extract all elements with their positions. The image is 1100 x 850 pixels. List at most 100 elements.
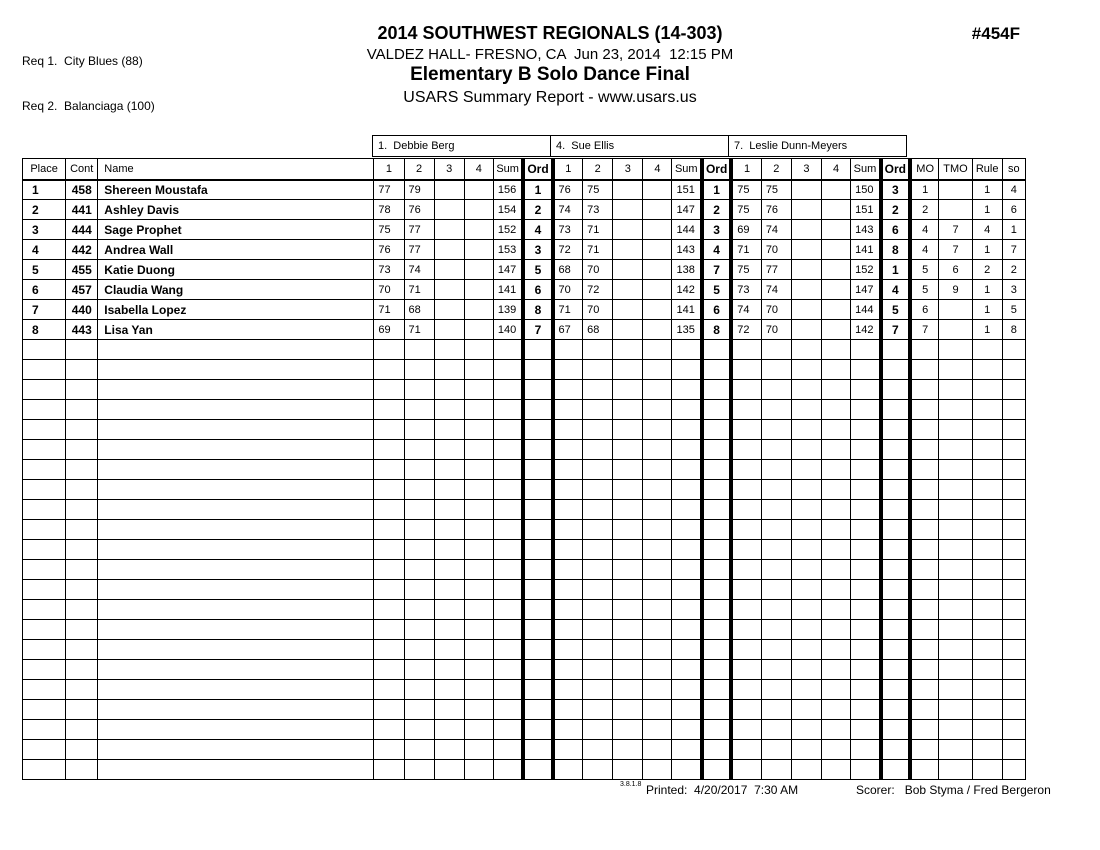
cell-empty (21, 539, 67, 560)
cell-score: 75 (730, 259, 762, 280)
cell-empty (97, 579, 375, 600)
cell-empty (730, 619, 762, 640)
cell-empty (1001, 659, 1027, 680)
cell-empty (521, 719, 555, 740)
cell-empty (373, 519, 405, 540)
cell-tmo: 6 (938, 259, 973, 280)
cell-empty (878, 379, 912, 400)
cell-empty (971, 639, 1003, 660)
cell-sum: 150 (850, 179, 882, 200)
cell-empty (850, 459, 882, 480)
cell-empty (492, 339, 524, 360)
cell-cont: 444 (65, 219, 99, 240)
col-header-j2-sum: Sum (671, 158, 703, 181)
cell-empty (938, 659, 973, 680)
empty-row (21, 659, 1027, 680)
cell-score: 73 (730, 279, 762, 300)
cell-empty (21, 619, 67, 640)
cell-empty (582, 359, 614, 380)
cell-ordinal: 2 (700, 199, 734, 220)
cell-empty (612, 699, 644, 720)
cell-rule: 1 (971, 179, 1003, 200)
cell-empty (433, 559, 465, 580)
cell-empty (821, 579, 852, 600)
cell-score (612, 179, 644, 200)
cell-empty (521, 659, 555, 680)
cell-empty (463, 579, 494, 600)
cell-score: 75 (760, 179, 792, 200)
cell-empty (97, 339, 375, 360)
cell-empty (97, 599, 375, 620)
cell-score (463, 219, 494, 240)
cell-empty (938, 679, 973, 700)
cell-empty (21, 579, 67, 600)
cell-ordinal: 4 (700, 239, 734, 260)
cell-empty (582, 519, 614, 540)
cell-empty (97, 499, 375, 520)
cell-empty (403, 499, 435, 520)
cell-score: 70 (760, 239, 792, 260)
cell-score (790, 279, 823, 300)
cell-empty (403, 459, 435, 480)
cell-empty (463, 439, 494, 460)
cell-empty (65, 479, 99, 500)
cell-empty (403, 599, 435, 620)
cell-score (612, 219, 644, 240)
cell-empty (403, 419, 435, 440)
column-header-row: Place Cont Name 1 2 3 4 Sum Ord 1 2 3 4 … (21, 158, 1027, 181)
empty-row (21, 679, 1027, 700)
cell-empty (700, 699, 734, 720)
cell-empty (552, 719, 584, 740)
cell-empty (700, 339, 734, 360)
cell-empty (760, 479, 792, 500)
cell-score: 71 (582, 239, 614, 260)
cell-empty (373, 459, 405, 480)
cell-empty (403, 339, 435, 360)
cell-empty (612, 579, 644, 600)
cell-score (612, 319, 644, 340)
cell-rule: 1 (971, 199, 1003, 220)
cell-empty (938, 339, 973, 360)
cell-empty (909, 559, 940, 580)
cell-empty (700, 579, 734, 600)
cell-so: 8 (1001, 319, 1027, 340)
cell-empty (730, 739, 762, 760)
col-header-cont: Cont (65, 158, 99, 181)
cell-empty (552, 479, 584, 500)
cell-empty (373, 679, 405, 700)
cell-empty (373, 739, 405, 760)
cell-empty (909, 759, 940, 780)
cell-empty (97, 659, 375, 680)
cell-empty (671, 499, 703, 520)
cell-rule: 1 (971, 299, 1003, 320)
cell-empty (642, 499, 673, 520)
result-row-6: 6 457 Claudia Wang 70 71 141 6 70 72 142 5 73 74 147 4… (21, 279, 1027, 300)
cell-empty (463, 599, 494, 620)
cell-empty (938, 459, 973, 480)
cell-score: 74 (760, 219, 792, 240)
cell-score (790, 199, 823, 220)
cell-score: 76 (403, 199, 435, 220)
software-version: 3.8.1.8 (620, 781, 642, 788)
cell-empty (642, 619, 673, 640)
cell-empty (403, 739, 435, 760)
cell-empty (821, 379, 852, 400)
cell-empty (97, 719, 375, 740)
cell-empty (730, 519, 762, 540)
cell-empty (21, 379, 67, 400)
cell-empty (700, 359, 734, 380)
empty-row (21, 399, 1027, 420)
cell-empty (552, 639, 584, 660)
event-title: 2014 SOUTHWEST REGIONALS (14-303) (377, 23, 723, 43)
cell-empty (878, 679, 912, 700)
cell-empty (850, 659, 882, 680)
cell-score: 71 (403, 279, 435, 300)
results-table: Place Cont Name 1 2 3 4 Sum Ord 1 2 3 4 … (21, 158, 1027, 780)
cell-cont: 443 (65, 319, 99, 340)
cell-empty (850, 359, 882, 380)
cell-score (821, 299, 852, 320)
col-header-tmo: TMO (938, 158, 973, 181)
cell-empty (971, 339, 1003, 360)
cell-empty (730, 759, 762, 780)
